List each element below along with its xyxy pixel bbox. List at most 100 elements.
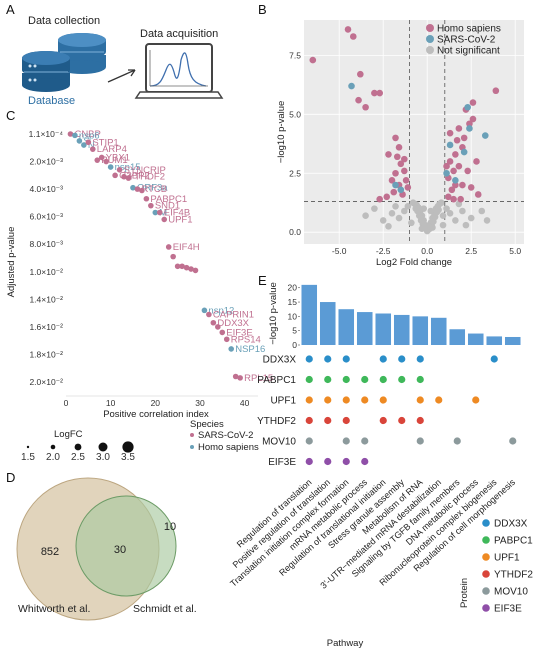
correlation-point [94, 157, 101, 163]
volcano-point [344, 26, 352, 33]
correlation-point [112, 172, 118, 179]
volcano-point [397, 186, 405, 194]
volcano-point [420, 205, 427, 212]
data-acquisition-label: Data acquisition [140, 28, 218, 40]
correlation-point [85, 139, 92, 146]
volcano-point [376, 89, 383, 97]
volcano-y-tick: 7.5 [289, 50, 301, 60]
enrichment-bar [430, 317, 447, 345]
protein-legend-swatch [482, 536, 490, 544]
membership-dot [305, 355, 313, 363]
database-label: Database [28, 95, 75, 107]
volcano-point [450, 195, 457, 203]
volcano-point [383, 193, 391, 201]
volcano-point [376, 195, 383, 203]
size-legend-value: 3.5 [121, 452, 135, 463]
venn-label-whitworth: Whitworth et al. [18, 603, 90, 615]
membership-dot [324, 396, 332, 404]
volcano-legend-swatch [426, 35, 434, 43]
membership-dot [324, 375, 332, 384]
correlation-point [183, 264, 190, 271]
enrichment-bar [504, 336, 521, 345]
correlation-point [143, 195, 150, 202]
correlation-point [232, 373, 239, 380]
correlation-point-label: EIF3E [226, 327, 252, 338]
correlation-x-tick: 10 [106, 398, 116, 408]
correlation-point [223, 336, 230, 343]
protein-legend-swatch [482, 604, 490, 612]
membership-dot [379, 355, 387, 363]
venn-circle-schmidt [75, 495, 177, 597]
volcano-point [483, 217, 491, 224]
volcano-point [469, 99, 477, 106]
correlation-point-label: CNBP [74, 129, 100, 140]
volcano-point [466, 125, 473, 132]
correlation-point [156, 209, 163, 216]
correlation-y-label: Adjusted p-value [6, 227, 17, 298]
correlation-point [201, 307, 208, 314]
volcano-point [395, 214, 403, 222]
membership-dot [379, 375, 387, 384]
correlation-point-label: YTHDF2 [128, 172, 165, 183]
enrichment-x-label: Pathway [327, 638, 364, 649]
species-legend-swatch [190, 445, 194, 449]
correlation-point [152, 209, 159, 216]
membership-dot [324, 355, 332, 363]
correlation-point [67, 131, 74, 137]
correlation-point-label: EIF4H [173, 242, 200, 253]
panel-e-label: E [258, 273, 267, 288]
protein-legend-swatch [482, 519, 490, 527]
size-legend-dot [26, 445, 30, 449]
correlation-point [139, 187, 145, 194]
panel-d-label: D [6, 470, 15, 485]
correlation-point-label: NSP16 [235, 344, 265, 355]
volcano-point [392, 134, 399, 142]
correlation-point [192, 267, 199, 274]
enrichment-bar [301, 284, 318, 345]
correlation-point-label: SYNCRIP [124, 165, 166, 176]
volcano-point [388, 210, 396, 217]
volcano-point [445, 193, 452, 201]
membership-dot [490, 355, 498, 363]
volcano-point [392, 169, 399, 177]
membership-dot [324, 457, 332, 466]
volcano-point [371, 89, 378, 97]
correlation-point [148, 202, 154, 209]
volcano-point [409, 199, 417, 207]
volcano-y-label: −log10 p-value [276, 101, 287, 164]
volcano-point [385, 151, 392, 158]
venn-count-overlap: 30 [114, 544, 126, 556]
membership-dot [435, 396, 443, 404]
enrichment-bar [486, 336, 503, 345]
correlation-y-tick: 4.0×10⁻³ [29, 184, 63, 194]
correlation-y-tick: 1.1×10⁻⁴ [29, 129, 64, 139]
protein-legend-label: DDX3X [494, 519, 528, 530]
protein-legend-label: PABPC1 [494, 536, 533, 547]
correlation-point [219, 329, 226, 336]
correlation-point-label: STIP1 [92, 137, 118, 148]
size-legend-value: 3.0 [96, 452, 110, 463]
species-legend-label: SARS-CoV-2 [198, 430, 253, 441]
correlation-point [228, 346, 235, 352]
volcano-legend-swatch [426, 46, 434, 54]
size-legend-value: 2.0 [46, 452, 60, 463]
protein-legend-label: YTHDF2 [494, 570, 533, 581]
correlation-point [237, 375, 243, 381]
volcano-point [395, 144, 403, 151]
correlation-point [134, 186, 141, 192]
volcano-point [448, 186, 456, 194]
volcano-point [393, 153, 401, 161]
volcano-point [452, 151, 459, 158]
enrichment-bar [393, 314, 410, 345]
correlation-point [170, 253, 176, 260]
enrichment-y-tick: 5 [292, 326, 297, 336]
volcano-point [446, 158, 454, 165]
data-collection-label: Data collection [28, 15, 100, 27]
venn-label-schmidt: Schmidt et al. [133, 603, 197, 615]
volcano-point [450, 167, 457, 175]
volcano-point [452, 181, 459, 189]
size-legend-dot [122, 441, 134, 453]
membership-dot [379, 396, 387, 404]
volcano-point [402, 177, 410, 184]
membership-dot [342, 375, 350, 384]
